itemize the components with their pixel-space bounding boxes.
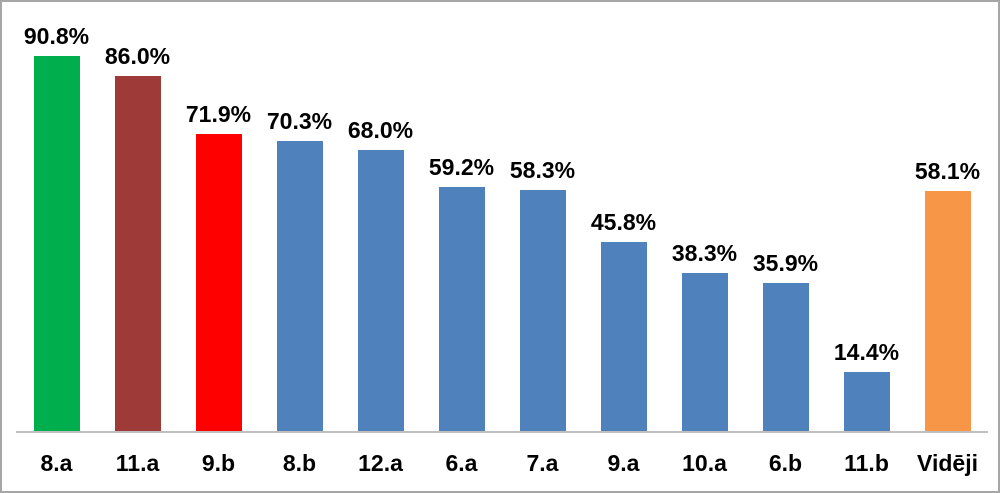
category-cell: 11.a xyxy=(97,450,178,477)
bar-category-label: 6.a xyxy=(445,449,478,476)
bar-value-label: 86.0% xyxy=(104,42,171,69)
bar xyxy=(681,273,728,431)
bar-column: 14.4% xyxy=(826,338,907,431)
bar-category-label: 9.b xyxy=(201,449,236,476)
bar-column: 90.8% xyxy=(16,22,97,431)
bar xyxy=(33,56,80,431)
bar xyxy=(357,150,404,431)
bar xyxy=(195,134,242,431)
bar-category-label: Vidēji xyxy=(917,449,978,476)
bar xyxy=(843,372,890,431)
bar-column: 45.8% xyxy=(583,208,664,431)
bar-value-label: 35.9% xyxy=(752,249,819,276)
category-cell: 12.a xyxy=(340,450,421,477)
bar xyxy=(114,76,161,431)
bar-category-label: 9.a xyxy=(607,449,640,476)
bar xyxy=(438,187,485,431)
bar-category-label: 10.a xyxy=(682,449,727,476)
bar-category-label: 6.b xyxy=(768,449,803,476)
bar-column: 70.3% xyxy=(259,107,340,431)
bar-value-label: 71.9% xyxy=(185,100,252,127)
bar-column: 68.0% xyxy=(340,116,421,431)
bar-value-label: 58.1% xyxy=(914,157,981,184)
x-axis-line xyxy=(16,431,988,433)
bar-category-label: 12.a xyxy=(358,449,403,476)
bar xyxy=(519,190,566,431)
category-cell: 7.a xyxy=(502,450,583,477)
bar xyxy=(276,141,323,431)
bar-column: 59.2% xyxy=(421,153,502,431)
bar-column: 58.3% xyxy=(502,156,583,431)
bar-column: 58.1% xyxy=(907,157,988,431)
bar-category-label: 8.b xyxy=(282,449,317,476)
bar xyxy=(924,191,971,431)
bar-column: 38.3% xyxy=(664,239,745,431)
bar-value-label: 58.3% xyxy=(509,156,576,183)
bar-category-label: 7.a xyxy=(526,449,559,476)
category-cell: 9.b xyxy=(178,450,259,477)
category-cell: 10.a xyxy=(664,450,745,477)
category-cell: 9.a xyxy=(583,450,664,477)
bar-value-label: 70.3% xyxy=(266,107,333,134)
category-cell: Vidēji xyxy=(907,450,988,477)
bar-value-label: 59.2% xyxy=(428,153,495,180)
bar-value-label: 45.8% xyxy=(590,208,657,235)
bar-value-label: 90.8% xyxy=(23,22,90,49)
category-cell: 6.b xyxy=(745,450,826,477)
bar-value-label: 14.4% xyxy=(833,338,900,365)
category-cell: 8.a xyxy=(16,450,97,477)
bar-value-label: 38.3% xyxy=(671,239,738,266)
bar-category-label: 11.b xyxy=(844,449,889,476)
category-cell: 11.b xyxy=(826,450,907,477)
plot-area: 90.8% 86.0% 71.9% 70.3% 68.0% 59.2% 58.3… xyxy=(16,2,988,431)
bar-column: 35.9% xyxy=(745,249,826,431)
bar-category-label: 8.a xyxy=(40,449,73,476)
category-cell: 8.b xyxy=(259,450,340,477)
category-cell: 6.a xyxy=(421,450,502,477)
bar-category-label: 11.a xyxy=(115,449,160,476)
bar-column: 86.0% xyxy=(97,42,178,431)
bar xyxy=(762,283,809,431)
bar xyxy=(600,242,647,431)
bar-value-label: 68.0% xyxy=(347,116,414,143)
x-axis-labels: 8.a 11.a 9.b 8.b 12.a 6.a 7.a 9.a 10.a 6… xyxy=(16,435,988,491)
bar-column: 71.9% xyxy=(178,100,259,431)
